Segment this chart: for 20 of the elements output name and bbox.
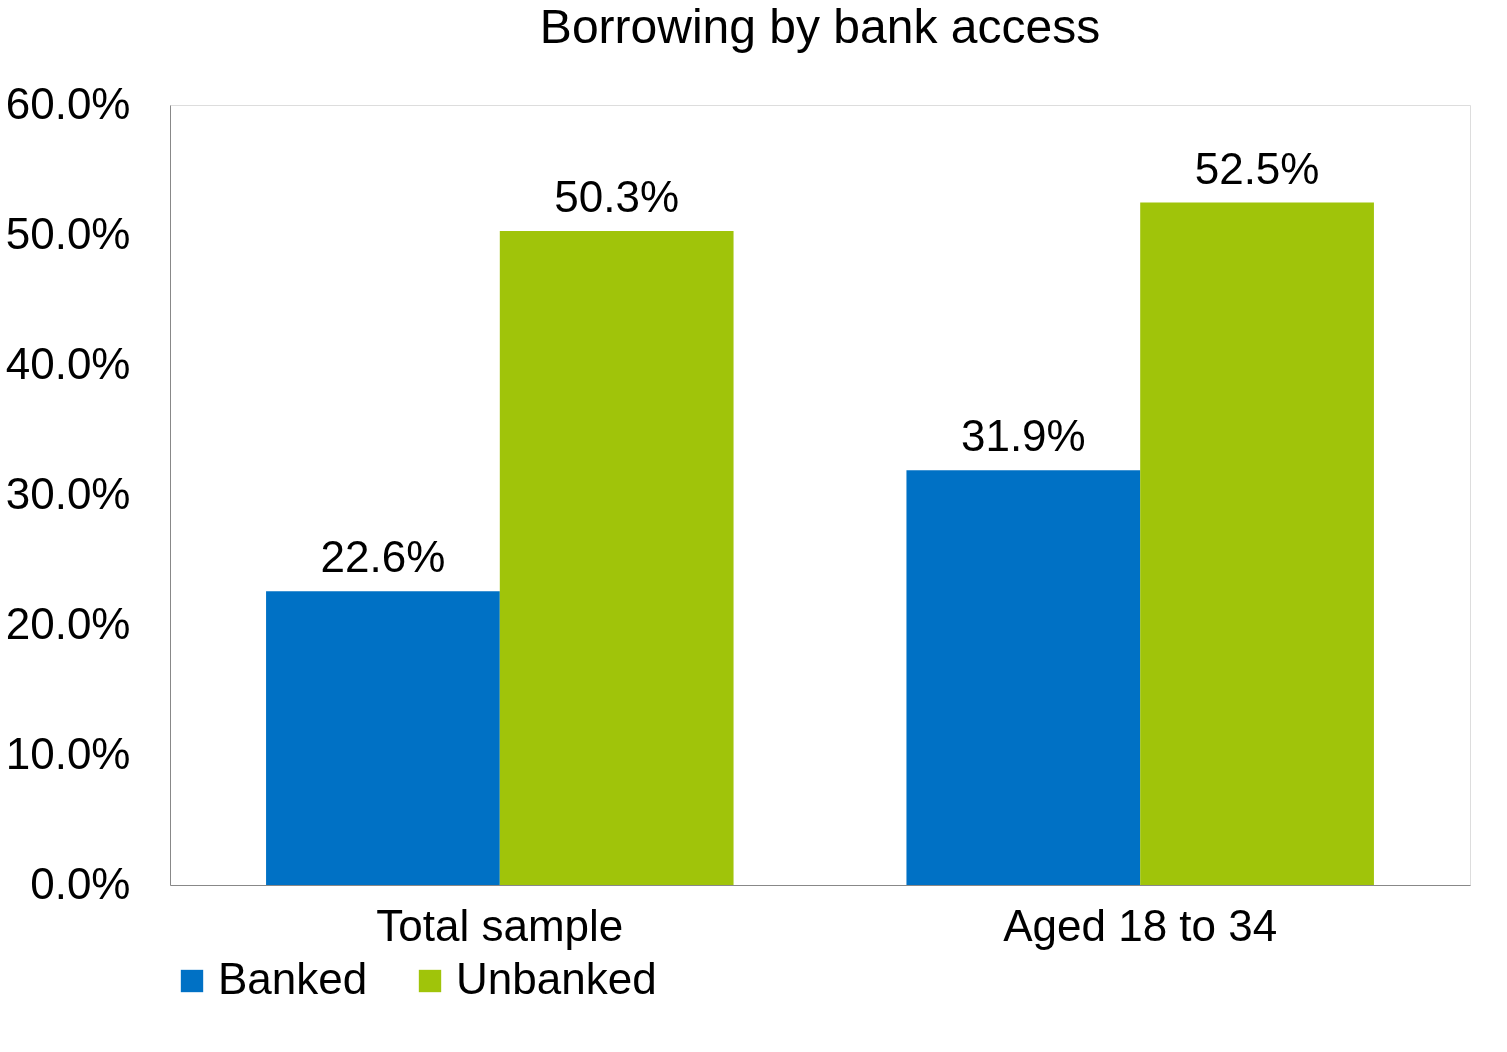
x-tick-label: Total sample (376, 900, 624, 950)
data-label: 22.6% (320, 532, 446, 582)
bar (906, 470, 1141, 885)
data-label: 52.5% (1194, 143, 1320, 193)
legend-label: Unbanked (456, 954, 657, 1003)
y-tick-label: 30.0% (5, 468, 131, 518)
legend-label: Banked (218, 954, 368, 1003)
y-tick-label: 40.0% (5, 338, 131, 388)
y-tick-label: 20.0% (5, 598, 131, 648)
y-tick-label: 0.0% (30, 858, 131, 908)
x-tick-label: Aged 18 to 34 (1003, 900, 1278, 950)
chart-title: Borrowing by bank access (539, 0, 1101, 53)
data-label: 50.3% (554, 172, 680, 222)
data-label: 31.9% (960, 411, 1086, 461)
y-tick-label: 10.0% (5, 728, 131, 778)
y-tick-label: 50.0% (5, 208, 131, 258)
y-tick-label: 60.0% (5, 78, 131, 128)
bar (1140, 202, 1374, 885)
bar (266, 591, 500, 885)
bar (499, 231, 734, 885)
